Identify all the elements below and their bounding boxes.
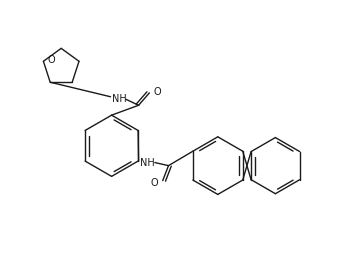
Text: NH: NH xyxy=(140,158,155,167)
Text: NH: NH xyxy=(112,94,127,104)
Text: O: O xyxy=(48,55,55,65)
Text: O: O xyxy=(153,87,161,96)
Text: O: O xyxy=(151,178,158,188)
